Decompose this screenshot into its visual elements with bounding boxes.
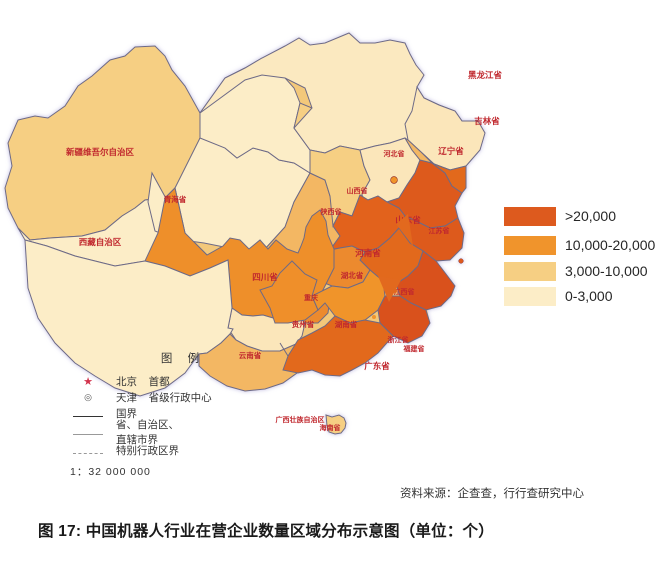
svg-text:贵州省: 贵州省 [292, 319, 315, 329]
svg-text:陕西省: 陕西省 [321, 207, 342, 216]
svg-text:西藏自治区: 西藏自治区 [79, 237, 122, 247]
svg-text:湖北省: 湖北省 [341, 270, 364, 280]
svg-text:广东省: 广东省 [364, 361, 390, 371]
svg-text:浙江省: 浙江省 [388, 335, 409, 344]
svg-text:河北省: 河北省 [384, 149, 405, 158]
svg-text:福建省: 福建省 [403, 344, 425, 353]
svg-text:青海省: 青海省 [164, 194, 187, 204]
svg-text:黑龙江省: 黑龙江省 [468, 70, 503, 80]
svg-text:重庆: 重庆 [304, 293, 318, 302]
svg-text:海南省: 海南省 [320, 423, 341, 432]
svg-text:江苏省: 江苏省 [429, 226, 450, 235]
svg-text:湖南省: 湖南省 [335, 319, 358, 329]
svg-text:辽宁省: 辽宁省 [438, 146, 464, 156]
svg-text:河南省: 河南省 [355, 248, 381, 258]
svg-text:新疆维吾尔自治区: 新疆维吾尔自治区 [66, 147, 135, 157]
svg-text:四川省: 四川省 [252, 272, 278, 282]
svg-text:吉林省: 吉林省 [474, 116, 500, 126]
svg-text:山西省: 山西省 [347, 186, 368, 195]
